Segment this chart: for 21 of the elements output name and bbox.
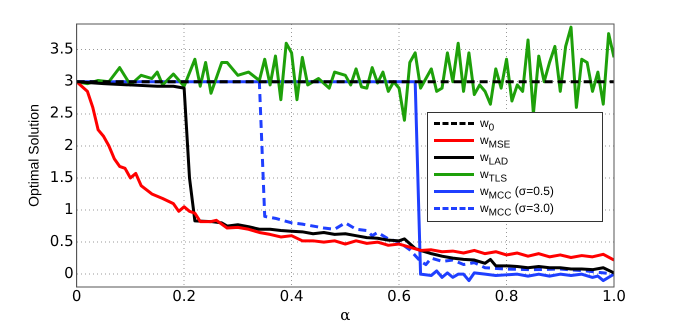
x-axis-title: α xyxy=(340,306,350,324)
x-tick-label: 0.2 xyxy=(172,286,196,305)
x-tick-label: 0.6 xyxy=(387,286,411,305)
y-tick-label: 1 xyxy=(64,200,74,218)
y-tick-label: 0.5 xyxy=(50,232,74,250)
legend-label: w$_{0}$ xyxy=(480,115,494,134)
y-tick-label: 1.5 xyxy=(50,168,74,186)
legend-label: w$_{MSE}$ xyxy=(480,132,510,150)
legend-label: w$_{MCC}$ (σ=3.0) xyxy=(480,200,554,218)
y-tick-label: 3.5 xyxy=(50,40,74,58)
x-tick-label: 0.8 xyxy=(494,286,518,305)
legend-label: w$_{LAD}$ xyxy=(480,149,508,168)
x-tick-label: 0.4 xyxy=(280,286,304,305)
legend-label: w$_{MCC}$ (σ=0.5) xyxy=(480,183,554,202)
y-tick-label: 0 xyxy=(64,264,74,282)
legend-label: w$_{TLS}$ xyxy=(480,166,508,184)
y-tick-label: 2.5 xyxy=(50,104,74,122)
y-axis-title: Optimal Solution xyxy=(25,104,42,207)
y-tick-label: 2 xyxy=(64,136,74,154)
y-tick-label: 3 xyxy=(64,72,74,90)
x-tick-label: 1.0 xyxy=(602,286,626,305)
